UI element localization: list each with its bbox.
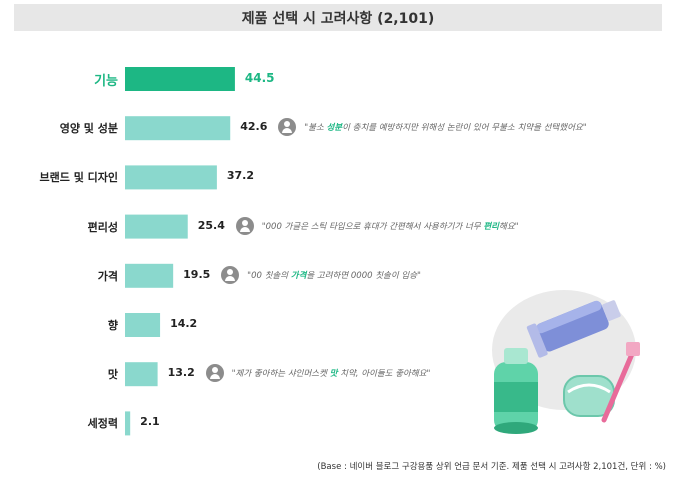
oral-care-products-illustration [492,290,640,434]
comment: "제가 좋아하는 샤인머스켓 맛 치약, 아이들도 좋아해요" [205,364,431,383]
value-label: 2.1 [140,415,160,429]
comment-text: "000 가글은 스틱 타입으로 휴대가 간편해서 사용하기가 너무 편리해요" [261,221,519,232]
category-label: 기능 [94,74,118,89]
category-label: 브랜드 및 디자인 [39,171,119,185]
category-label: 편리성 [87,220,118,234]
user-avatar-icon [221,265,240,284]
value-label: 44.5 [244,71,275,85]
user-avatar-icon [235,216,254,235]
bar-3 [125,214,188,239]
chart-title: 제품 선택 시 고려사항 (2,101) [241,10,435,27]
value-label: 19.5 [183,267,211,281]
value-label: 14.2 [170,317,198,330]
category-label: 향 [107,319,118,332]
value-label: 13.2 [167,366,195,380]
bar-7 [125,411,131,436]
bar-4 [125,263,174,288]
bar-2 [125,165,217,190]
footnote: (Base : 네이버 블로그 구강용품 상위 언급 문서 기준. 제품 선택 … [317,462,666,472]
comment-keyword: 편리 [483,221,499,232]
comment: "불소 성분이 충치를 예방하지만 위해성 논란이 있어 무불소 치약을 선택했… [278,118,587,137]
comment-text: "제가 좋아하는 샤인머스켓 맛 치약, 아이들도 좋아해요" [231,369,431,380]
comment-text: "00 칫솔의 가격을 고려하면 0000 칫솔이 입승" [247,270,421,281]
comment-text: "불소 성분이 충치를 예방하지만 위해성 논란이 있어 무불소 치약을 선택했… [304,123,587,134]
category-label: 맛 [107,368,118,382]
value-label: 37.2 [226,169,255,183]
comment: "000 가글은 스틱 타입으로 휴대가 간편해서 사용하기가 너무 편리해요" [235,216,519,235]
category-label: 세정력 [87,417,118,431]
bar-5 [125,313,161,337]
comment-keyword: 성분 [326,123,343,134]
category-label: 가격 [97,269,118,283]
category-label: 영양 및 성분 [59,122,118,136]
user-avatar-icon [205,364,224,383]
value-label: 42.6 [240,120,268,134]
bar-1 [125,116,231,141]
comment: "00 칫솔의 가격을 고려하면 0000 칫솔이 입승" [221,265,421,284]
bar-6 [125,362,158,387]
bar-0 [125,67,235,91]
value-label: 25.4 [197,218,225,232]
comment-keyword: 맛 [329,369,338,380]
chart-title-bar: 제품 선택 시 고려사항 (2,101) [14,4,662,31]
user-avatar-icon [278,118,297,137]
comment-keyword: 가격 [290,270,307,281]
